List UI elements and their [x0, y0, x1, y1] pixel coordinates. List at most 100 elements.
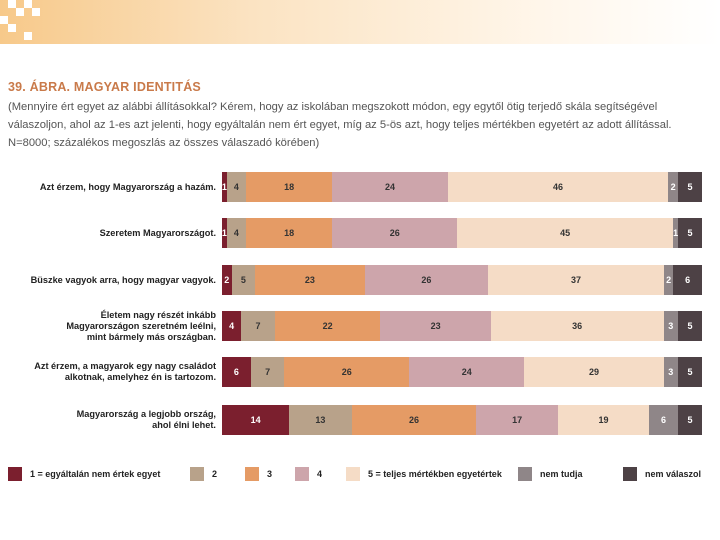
legend-item: nem tudja	[518, 467, 583, 481]
bar-segment: 37	[488, 265, 664, 295]
bar-segment: 23	[380, 311, 491, 341]
data-label: 37	[571, 275, 582, 285]
data-label: 5	[687, 228, 693, 238]
bar-segment: 26	[351, 405, 477, 435]
data-label: 1	[222, 228, 227, 238]
data-label: 2	[666, 275, 672, 285]
legend-label: nem válaszol	[645, 469, 702, 479]
bar-segment: 7	[241, 311, 275, 341]
category-label-line: Azt érzem, a magyarok egy nagy családot	[34, 361, 216, 371]
category-label-line: Magyarország a legjobb ország,	[76, 409, 216, 419]
data-label: 17	[512, 415, 523, 425]
data-label: 5	[240, 275, 246, 285]
legend-swatch	[190, 467, 204, 481]
data-label: 5	[687, 415, 693, 425]
category-label-line: mint bármely más országban.	[86, 331, 216, 342]
bar-segment: 29	[524, 357, 664, 387]
data-label: 2	[224, 275, 230, 285]
bar-segment: 13	[289, 405, 352, 435]
data-label: 1	[673, 228, 678, 238]
data-label: 7	[255, 321, 261, 331]
data-label: 4	[233, 182, 239, 192]
legend-label: 2	[212, 469, 218, 479]
bar-segment: 2	[222, 265, 232, 295]
data-label: 18	[284, 182, 295, 192]
legend-label: nem tudja	[540, 469, 583, 479]
data-label: 29	[588, 367, 599, 377]
bar-segment: 46	[447, 172, 669, 202]
category-label-line: Azt érzem, hogy Magyarország a hazám.	[39, 181, 216, 192]
figure-title: 39. ÁBRA. MAGYAR IDENTITÁS	[8, 80, 201, 94]
category-label: Büszke vagyok arra, hogy magyar vagyok.	[6, 275, 216, 286]
bar-segment: 3	[663, 311, 678, 341]
bar-segment: 4	[222, 311, 242, 341]
bar-segment: 1	[673, 218, 678, 248]
data-label: 14	[250, 415, 261, 425]
figure-subtitle: (Mennyire ért egyet az alábbi állításokk…	[8, 101, 672, 149]
data-label: 26	[408, 415, 419, 425]
bar-segment: 1	[222, 172, 227, 202]
bar-row: 2 5 23 26 37 2 6	[222, 265, 702, 295]
bar-segment: 45	[457, 218, 674, 248]
category-label: Azt érzem, a magyarok egy nagy családot a…	[6, 361, 216, 383]
legend-item: 2	[190, 467, 217, 481]
data-label: 3	[668, 367, 674, 377]
bar-segment: 3	[663, 357, 678, 387]
data-label: 23	[304, 275, 315, 285]
bar-segment: 5	[677, 311, 702, 341]
category-label-line: Életem nagy részét inkább	[100, 309, 216, 320]
data-label: 26	[421, 275, 432, 285]
legend-label: 3	[267, 469, 273, 479]
bar-segment: 2	[668, 172, 678, 202]
bar-segment: 24	[409, 357, 525, 387]
bar-segment: 6	[222, 357, 251, 387]
bar-segment: 26	[332, 218, 458, 248]
bar-segment: 18	[245, 172, 333, 202]
bar-segment: 23	[255, 265, 365, 295]
bar-segment: 14	[222, 405, 290, 435]
bar-row: 1 4 18 24 46 2 5	[222, 172, 702, 202]
category-label-line: alkotnak, amelyhez én is tartozom.	[64, 372, 216, 382]
data-label: 5	[687, 367, 693, 377]
corner-decoration	[0, 0, 60, 44]
data-label: 1	[222, 182, 227, 192]
data-label: 24	[384, 182, 395, 192]
data-label: 45	[560, 228, 571, 238]
data-label: 3	[668, 321, 674, 331]
category-label-line: Szeretem Magyarországot.	[99, 227, 216, 238]
legend-label: 4	[317, 469, 323, 479]
category-label: Azt érzem, hogy Magyarország a hazám.	[6, 182, 216, 193]
bar-segment: 4	[226, 172, 246, 202]
bar-segment: 26	[364, 265, 489, 295]
data-label: 4	[233, 228, 239, 238]
legend-swatch	[623, 467, 637, 481]
bar-segment: 7	[250, 357, 285, 387]
category-label-line: Büszke vagyok arra, hogy magyar vagyok.	[30, 274, 216, 285]
bar-segment: 18	[245, 218, 333, 248]
data-label: 36	[572, 321, 583, 331]
legend-swatch	[295, 467, 309, 481]
legend-item: 3	[245, 467, 272, 481]
data-label: 7	[265, 367, 271, 377]
bar-row: 6 7 26 24 29 3 5	[222, 357, 702, 387]
bar-segment: 17	[476, 405, 558, 435]
legend-swatch	[8, 467, 22, 481]
legend-swatch	[346, 467, 360, 481]
data-label: 26	[389, 228, 400, 238]
legend-item: 1 = egyáltalán nem értek egyet	[8, 467, 160, 481]
data-label: 22	[322, 321, 333, 331]
bar-row: 1 4 18 26 45 1 5	[222, 218, 702, 248]
data-label: 18	[284, 228, 295, 238]
data-label: 23	[430, 321, 441, 331]
bar-row: 14 13 26 17 19 6 5	[222, 405, 702, 435]
legend-item: 5 = teljes mértékben egyetértek	[346, 467, 502, 481]
category-label: Szeretem Magyarországot.	[6, 228, 216, 239]
data-label: 24	[461, 367, 472, 377]
bar-segment: 2	[663, 265, 674, 295]
bar-segment: 5	[231, 265, 256, 295]
data-label: 26	[341, 367, 352, 377]
category-label-line: ahol élni lehet.	[152, 420, 216, 430]
bar-segment: 4	[226, 218, 246, 248]
category-label: Életem nagy részét inkább Magyarországon …	[6, 310, 216, 343]
bar-segment: 6	[649, 405, 678, 435]
